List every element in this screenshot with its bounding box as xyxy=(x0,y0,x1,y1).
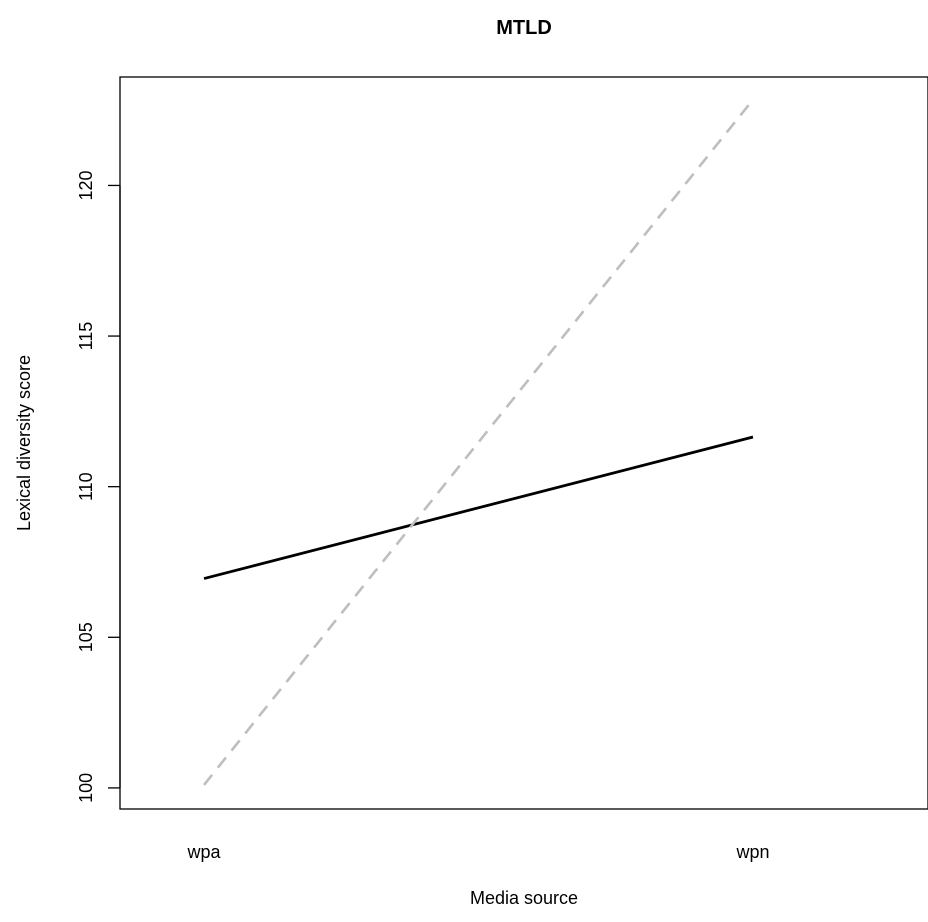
y-tick-label-110: 110 xyxy=(76,472,96,501)
plot-area xyxy=(119,76,928,810)
y-axis-label: Lexical diversity score xyxy=(14,355,34,531)
x-axis-label: Media source xyxy=(470,888,578,908)
series-line-1 xyxy=(203,435,754,580)
y-tick-label-120: 120 xyxy=(76,170,96,200)
y-axis: 100 105 110 115 120 xyxy=(76,170,121,803)
chart-title: MTLD xyxy=(496,17,552,39)
x-axis: wpa wpn xyxy=(186,842,769,862)
series-line-2 xyxy=(202,98,755,786)
x-tick-label-wpn: wpn xyxy=(735,842,769,862)
series-layer xyxy=(202,98,755,786)
y-tick-label-115: 115 xyxy=(76,322,96,351)
y-tick-label-100: 100 xyxy=(76,773,96,803)
y-tick-label-105: 105 xyxy=(76,622,96,652)
x-tick-label-wpa: wpa xyxy=(186,842,221,862)
